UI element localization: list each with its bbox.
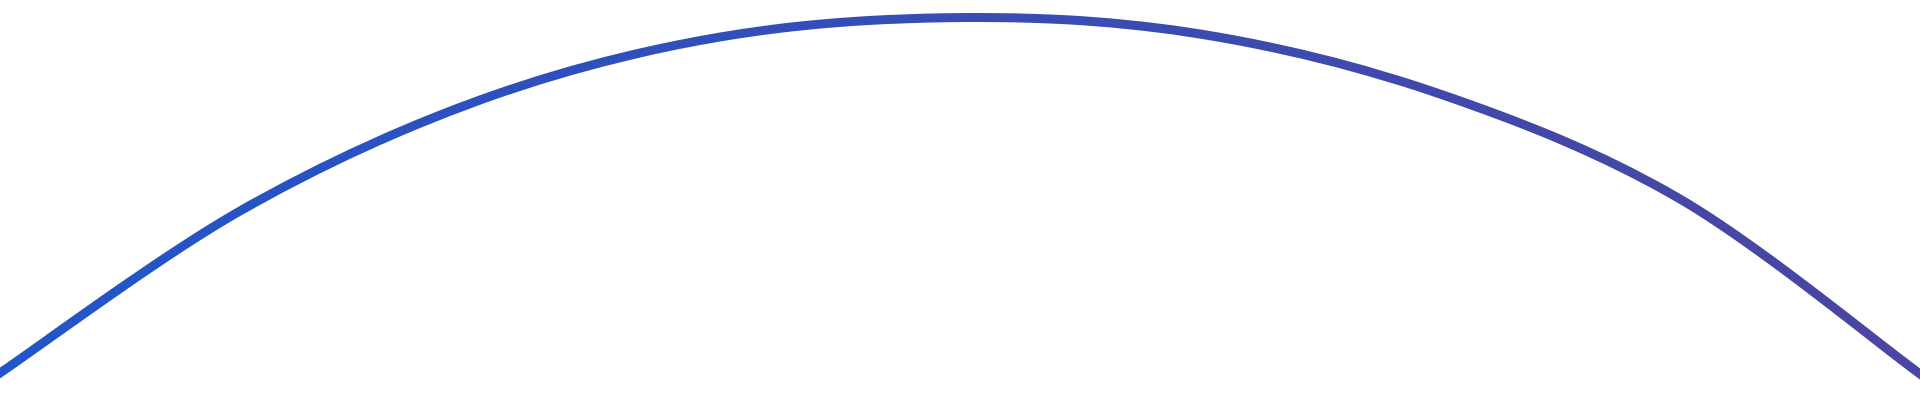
curve-line — [0, 12, 1920, 380]
